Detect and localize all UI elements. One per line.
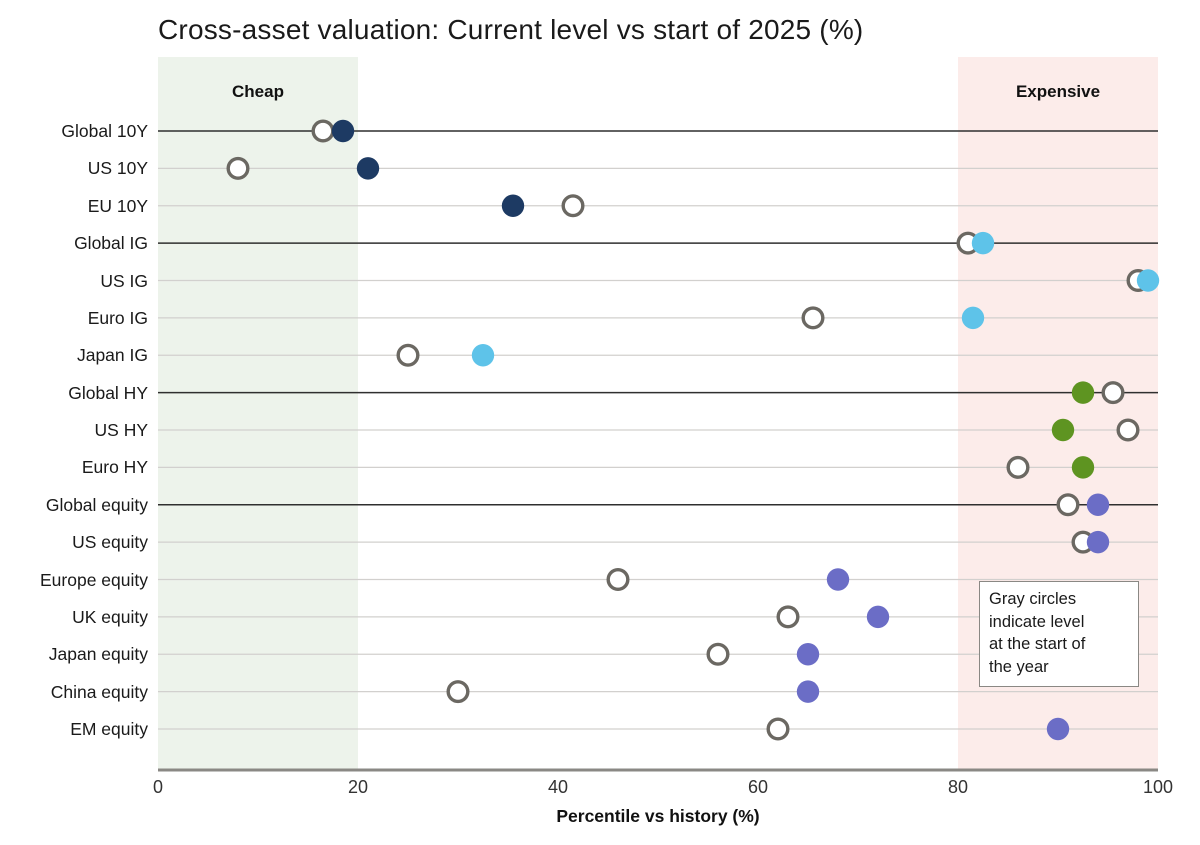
y-label-euro-hy: Euro HY [81, 457, 148, 478]
y-label-us-hy: US HY [94, 420, 148, 440]
x-tick-80: 80 [947, 777, 969, 797]
annotation-line-2: indicate level [989, 612, 1085, 631]
current-marker-eu-10y [501, 194, 525, 217]
y-label-eu-10y: EU 10Y [87, 195, 148, 216]
start-marker-global-equity [1056, 493, 1080, 517]
start-marker-euro-ig [801, 306, 825, 330]
y-label-uk-equity: UK equity [72, 606, 148, 627]
cheap-band [158, 57, 358, 770]
annotation-line-4: the year [989, 657, 1049, 676]
start-marker-euro-hy [1006, 455, 1030, 479]
current-marker-global-10y [331, 119, 355, 143]
start-marker-eu-10y [561, 194, 585, 218]
start-marker-europe-equity [606, 568, 630, 592]
chart-title: Cross-asset valuation: Current level vs … [158, 14, 864, 45]
annotation-line-1: Gray circles [989, 590, 1077, 608]
y-label-euro-ig: Euro IG [87, 307, 148, 328]
y-label-us-10y: US 10Y [87, 158, 148, 179]
x-tick-60: 60 [747, 777, 769, 797]
expensive-band-label: Expensive [1015, 82, 1101, 101]
start-marker-us-10y [226, 156, 250, 180]
y-label-china-equity: China equity [50, 681, 148, 702]
current-marker-us-ig [1136, 269, 1160, 292]
start-marker-us-hy [1116, 418, 1140, 442]
y-label-us-ig: US IG [100, 270, 148, 291]
y-label-global-ig: Global IG [74, 233, 148, 254]
current-marker-global-ig [971, 231, 995, 255]
current-marker-us-10y [356, 157, 380, 180]
cheap-band-label: Cheap [232, 82, 284, 101]
current-marker-global-hy [1071, 381, 1095, 404]
current-marker-euro-ig [961, 306, 985, 330]
current-marker-us-hy [1051, 418, 1075, 442]
start-marker-em-equity [766, 717, 790, 741]
current-marker-uk-equity [866, 605, 890, 629]
y-label-europe-equity: Europe equity [40, 569, 148, 590]
y-label-japan-equity: Japan equity [48, 644, 148, 665]
y-label-us-equity: US equity [72, 532, 148, 553]
y-label-em-equity: EM equity [70, 719, 148, 739]
x-tick-20: 20 [347, 777, 369, 797]
current-marker-us-equity [1086, 530, 1110, 554]
current-marker-euro-hy [1071, 456, 1095, 479]
current-marker-china-equity [796, 680, 820, 703]
current-marker-em-equity [1046, 717, 1070, 741]
start-marker-global-10y [311, 119, 335, 143]
current-marker-japan-ig [471, 344, 495, 367]
annotation-line-3: at the start of [989, 635, 1086, 654]
x-tick-40: 40 [547, 777, 569, 797]
start-marker-japan-ig [396, 343, 420, 367]
x-axis-title: Percentile vs history (%) [556, 806, 760, 826]
y-label-japan-ig: Japan IG [76, 345, 148, 366]
start-marker-global-hy [1101, 381, 1125, 405]
y-label-global-hy: Global HY [68, 382, 148, 403]
current-marker-europe-equity [826, 568, 850, 591]
current-marker-japan-equity [796, 643, 820, 666]
y-label-global-equity: Global equity [45, 494, 148, 515]
x-tick-100: 100 [1142, 777, 1174, 797]
x-tick-0: 0 [152, 777, 163, 797]
current-marker-global-equity [1086, 493, 1110, 516]
start-marker-uk-equity [776, 605, 800, 629]
start-marker-japan-equity [706, 642, 730, 666]
y-label-global-10y: Global 10Y [61, 121, 148, 141]
annotation-note: Gray circles indicate level at the start o… [979, 581, 1139, 688]
start-marker-china-equity [446, 680, 470, 704]
